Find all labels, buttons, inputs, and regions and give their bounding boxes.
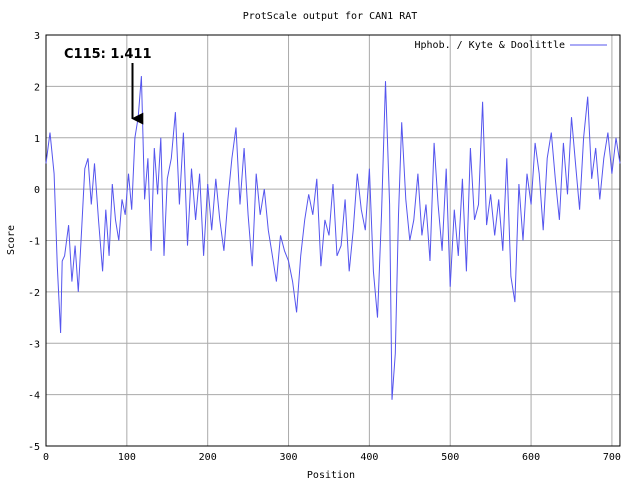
legend: Hphob. / Kyte & Doolittle — [414, 40, 607, 51]
chart-title: ProtScale output for CAN1 RAT — [243, 11, 418, 22]
x-tick-label: 300 — [280, 452, 298, 463]
series-line-hydrophobicity — [45, 76, 621, 400]
legend-entry-label: Hphob. / Kyte & Doolittle — [414, 40, 565, 51]
x-tick-label: 500 — [441, 452, 459, 463]
y-tick-label: -1 — [28, 237, 40, 248]
y-axis-ticks: -5 -4 -3 -2 -1 0 1 2 3 — [28, 31, 40, 453]
y-tick-label: 3 — [34, 31, 40, 42]
plot-frame — [45, 34, 621, 447]
y-tick-label: -2 — [28, 288, 40, 299]
annotation-label: C115: 1.411 — [64, 47, 152, 62]
x-tick-label: 100 — [118, 452, 136, 463]
y-tick-label: 2 — [34, 82, 40, 93]
y-tick-label: 1 — [34, 134, 40, 145]
annotation: C115: 1.411 — [64, 47, 152, 125]
y-tick-label: -4 — [28, 391, 40, 402]
x-axis-ticks: 0 100 200 300 400 500 600 700 — [43, 452, 621, 463]
x-tick-label: 0 — [43, 452, 49, 463]
x-axis-label: Position — [307, 470, 355, 481]
x-tick-label: 400 — [360, 452, 378, 463]
y-tick-label: -3 — [28, 339, 40, 350]
y-tick-label: -5 — [28, 442, 40, 453]
y-axis-label: Score — [6, 225, 17, 255]
y-tick-label: 0 — [34, 185, 40, 196]
x-tick-label: 200 — [199, 452, 217, 463]
x-tick-label: 700 — [603, 452, 621, 463]
x-tick-label: 600 — [522, 452, 540, 463]
